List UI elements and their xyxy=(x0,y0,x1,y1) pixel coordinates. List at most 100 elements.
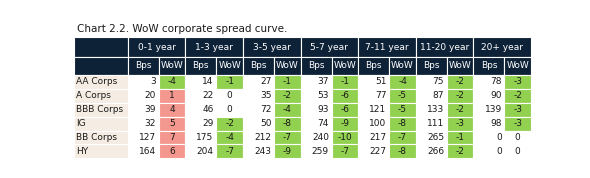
Bar xyxy=(504,117,531,130)
Text: 243: 243 xyxy=(254,147,271,156)
Bar xyxy=(243,103,274,117)
Text: Bps: Bps xyxy=(192,61,209,70)
Bar xyxy=(185,103,217,117)
Text: -2: -2 xyxy=(455,105,464,114)
Bar xyxy=(159,117,185,130)
Text: 46: 46 xyxy=(202,105,214,114)
Bar xyxy=(127,57,159,75)
Text: 240: 240 xyxy=(312,133,329,142)
Bar xyxy=(504,75,531,89)
Text: 0: 0 xyxy=(496,133,502,142)
Text: -5: -5 xyxy=(398,91,407,100)
Text: 0: 0 xyxy=(515,147,520,156)
Bar xyxy=(447,75,473,89)
Text: 4: 4 xyxy=(169,105,175,114)
Bar xyxy=(447,57,473,75)
Bar xyxy=(358,37,416,57)
Bar xyxy=(358,130,389,145)
Text: 227: 227 xyxy=(369,147,386,156)
Bar xyxy=(473,57,504,75)
Text: 27: 27 xyxy=(260,77,271,86)
Text: 37: 37 xyxy=(317,77,329,86)
Bar xyxy=(274,130,300,145)
Text: 1: 1 xyxy=(169,91,175,100)
Text: 1-3 year: 1-3 year xyxy=(195,43,233,52)
Text: 164: 164 xyxy=(139,147,156,156)
Text: WoW: WoW xyxy=(391,61,414,70)
Bar xyxy=(504,57,531,75)
Text: 111: 111 xyxy=(427,119,444,128)
Bar xyxy=(416,57,447,75)
Bar xyxy=(217,57,243,75)
Bar xyxy=(159,130,185,145)
Text: 121: 121 xyxy=(369,105,386,114)
Bar xyxy=(74,37,127,57)
Bar xyxy=(74,130,127,145)
Text: 35: 35 xyxy=(260,91,271,100)
Bar xyxy=(74,57,127,75)
Bar xyxy=(473,75,504,89)
Text: 77: 77 xyxy=(375,91,386,100)
Text: AA Corps: AA Corps xyxy=(77,77,118,86)
Text: -7: -7 xyxy=(283,133,292,142)
Text: 265: 265 xyxy=(427,133,444,142)
Text: -8: -8 xyxy=(283,119,292,128)
Text: 100: 100 xyxy=(369,119,386,128)
Text: 5-7 year: 5-7 year xyxy=(310,43,348,52)
Text: -2: -2 xyxy=(455,147,464,156)
Text: 7: 7 xyxy=(169,133,175,142)
Bar xyxy=(217,75,243,89)
Bar xyxy=(243,117,274,130)
Bar xyxy=(416,89,447,103)
Bar xyxy=(473,37,531,57)
Bar xyxy=(217,130,243,145)
Text: -6: -6 xyxy=(340,91,349,100)
Bar xyxy=(473,145,504,158)
Bar xyxy=(504,89,531,103)
Text: WoW: WoW xyxy=(160,61,183,70)
Text: 50: 50 xyxy=(260,119,271,128)
Bar xyxy=(300,89,332,103)
Text: -1: -1 xyxy=(340,77,349,86)
Text: 20+ year: 20+ year xyxy=(481,43,523,52)
Bar xyxy=(127,145,159,158)
Text: -1: -1 xyxy=(455,133,465,142)
Text: -9: -9 xyxy=(340,119,349,128)
Bar xyxy=(473,89,504,103)
Bar xyxy=(504,145,531,158)
Bar xyxy=(358,117,389,130)
Text: -4: -4 xyxy=(225,133,234,142)
Bar xyxy=(159,57,185,75)
Text: 78: 78 xyxy=(490,77,502,86)
Text: IG: IG xyxy=(77,119,86,128)
Bar xyxy=(416,145,447,158)
Bar xyxy=(74,103,127,117)
Text: WoW: WoW xyxy=(333,61,356,70)
Bar xyxy=(416,117,447,130)
Text: HY: HY xyxy=(77,147,88,156)
Text: Bps: Bps xyxy=(481,61,497,70)
Text: BB Corps: BB Corps xyxy=(77,133,117,142)
Bar xyxy=(243,37,300,57)
Text: 32: 32 xyxy=(145,119,156,128)
Bar xyxy=(159,75,185,89)
Bar xyxy=(358,89,389,103)
Bar xyxy=(447,117,473,130)
Text: Bps: Bps xyxy=(308,61,325,70)
Bar xyxy=(185,117,217,130)
Bar xyxy=(332,103,358,117)
Text: 3-5 year: 3-5 year xyxy=(253,43,291,52)
Bar xyxy=(74,75,127,89)
Text: -4: -4 xyxy=(398,77,407,86)
Text: -4: -4 xyxy=(168,77,176,86)
Text: 0: 0 xyxy=(227,91,232,100)
Bar xyxy=(74,145,127,158)
Text: WoW: WoW xyxy=(506,61,529,70)
Bar xyxy=(127,37,185,57)
Text: -3: -3 xyxy=(455,119,465,128)
Text: -2: -2 xyxy=(455,77,464,86)
Bar xyxy=(243,89,274,103)
Text: -7: -7 xyxy=(340,147,349,156)
Bar xyxy=(473,103,504,117)
Bar xyxy=(332,130,358,145)
